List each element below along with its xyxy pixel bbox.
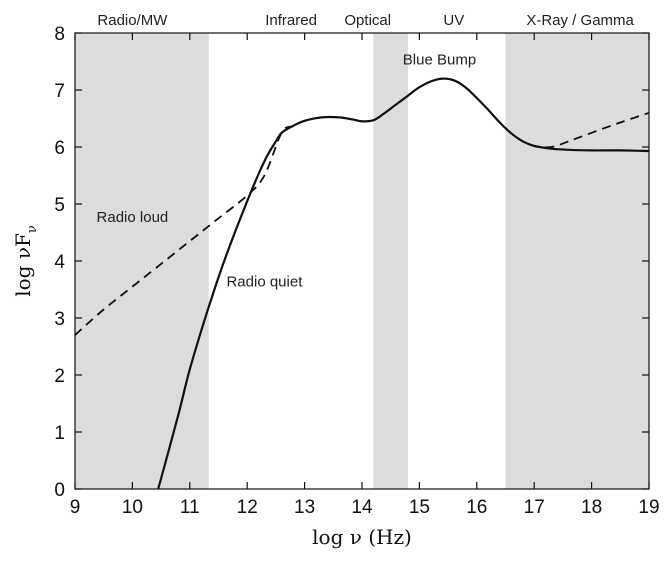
y-tick-label: 8	[54, 24, 65, 45]
x-tick-label: 17	[524, 497, 545, 518]
y-axis-title: log νFν	[11, 225, 40, 297]
annotation-blue-bump: Blue Bump	[403, 51, 476, 68]
y-axis-title-main: log νF	[11, 233, 35, 297]
band-label-infrared: Infrared	[265, 12, 317, 29]
annotation-radio-loud: Radio loud	[97, 209, 169, 226]
x-tick-label: 14	[351, 497, 373, 518]
y-tick-label: 5	[54, 195, 65, 216]
x-tick-label: 15	[409, 497, 430, 518]
x-tick-label: 18	[581, 497, 602, 518]
y-tick-label: 7	[54, 81, 65, 102]
x-axis-title: log ν (Hz)	[312, 525, 412, 549]
y-axis-title-subscript: ν	[25, 225, 40, 233]
y-tick-label: 1	[54, 423, 65, 444]
y-tick-label: 2	[54, 366, 65, 387]
band-x-ray-gamma	[505, 33, 649, 489]
x-tick-label: 12	[237, 497, 258, 518]
y-tick-label: 0	[54, 480, 65, 501]
series-lines	[74, 77, 650, 490]
series-radio-loud-line	[74, 77, 650, 336]
wavelength-bands	[75, 33, 649, 489]
band-labels: Radio/MW Infrared Optical UV X-Ray / Gamma	[97, 12, 634, 29]
band-label-uv: UV	[443, 12, 464, 29]
band-optical	[373, 33, 408, 489]
annotations: Radio loud Radio quiet Blue Bump	[97, 51, 477, 290]
y-tick-label: 4	[54, 252, 65, 273]
y-tick-label: 3	[54, 309, 65, 330]
x-tick-label: 19	[638, 497, 659, 518]
x-tick-label: 9	[70, 497, 81, 518]
band-radio-mw	[75, 33, 209, 489]
x-tick-label: 11	[180, 497, 200, 518]
band-label-optical: Optical	[344, 12, 391, 29]
x-tick-label: 10	[122, 497, 143, 518]
band-label-x-ray-gamma: X-Ray / Gamma	[526, 12, 634, 29]
x-tick-label: 13	[294, 497, 315, 518]
x-tick-label: 16	[466, 497, 487, 518]
y-axis-title-group: log νFν	[11, 225, 40, 297]
annotation-radio-quiet: Radio quiet	[226, 274, 303, 291]
band-label-radio-mw: Radio/MW	[97, 12, 168, 29]
series-radio-quiet-line	[157, 77, 650, 490]
y-tick-label: 6	[54, 138, 65, 159]
